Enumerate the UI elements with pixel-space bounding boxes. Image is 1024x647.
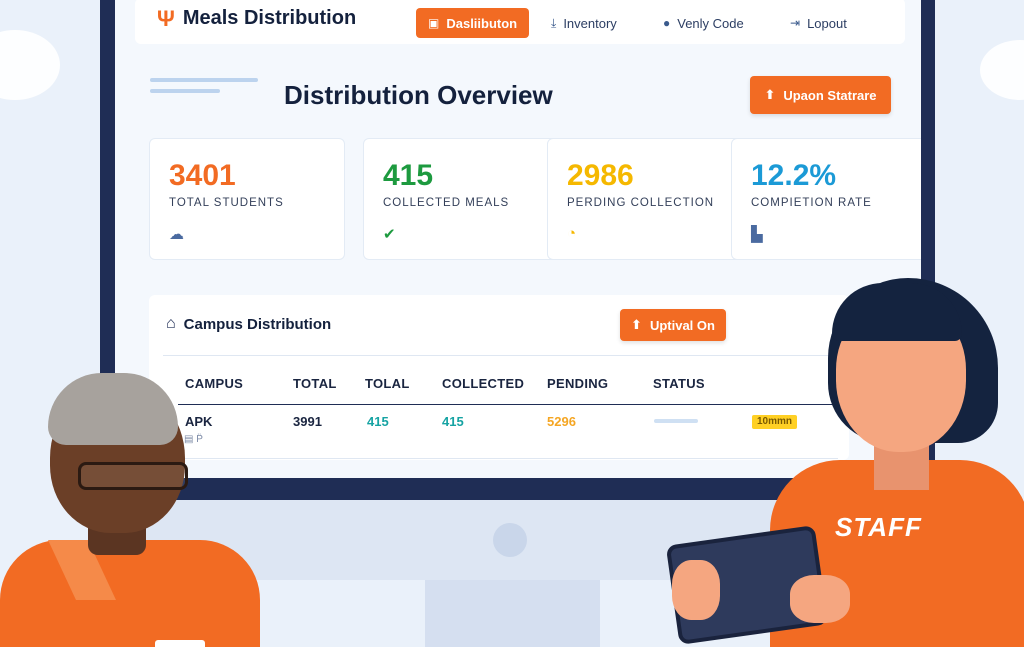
monitor-stand xyxy=(425,580,600,647)
section-divider xyxy=(163,355,853,356)
cell-campus-sub: ▤ P̈ xyxy=(184,434,203,445)
upload-button-label: Upaon Statrare xyxy=(783,87,877,103)
user-icon: ⬆ xyxy=(764,87,776,102)
stat-label: PERDING COLLECTION xyxy=(567,197,715,209)
nav-item-label: Lopout xyxy=(807,15,847,31)
dashboard-icon: ▣ xyxy=(428,16,440,30)
man-hair xyxy=(48,373,178,445)
power-button-icon xyxy=(493,523,527,557)
cell-pending: 5296 xyxy=(547,414,576,429)
pending-icon: ◔ xyxy=(567,225,577,242)
status-progress-bar xyxy=(654,419,698,423)
nav-item-label: Inventory xyxy=(563,15,617,31)
stat-card-total-students: 3401 TOTAL STUDENTS ☁ xyxy=(149,138,345,260)
users-icon: ☁ xyxy=(169,226,184,243)
nav-item-verify-code[interactable]: ● Venly Code xyxy=(663,8,744,38)
stat-card-collected-meals: 415 COLLECTED MEALS ✔ xyxy=(363,138,559,260)
glasses-icon xyxy=(78,462,188,490)
col-header-tolal[interactable]: TOLAL xyxy=(365,376,410,391)
stat-value: 3401 xyxy=(169,159,236,192)
cell-collected: 415 xyxy=(442,414,464,429)
col-header-status[interactable]: STATUS xyxy=(653,376,705,391)
col-header-collected[interactable]: COLLECTED xyxy=(442,376,525,391)
nav-item-distribution[interactable]: ▣ Dasliibuton xyxy=(416,8,530,38)
section-title-label: Campus Distribution xyxy=(183,315,332,333)
row-divider xyxy=(178,458,838,459)
fork-knife-icon: Ψ xyxy=(157,5,175,31)
brand: Ψ Meals Distribution xyxy=(157,7,356,30)
upload-icon: ⬆ xyxy=(631,317,642,332)
cell-campus: APK xyxy=(185,414,213,429)
stat-label: COLLECTED MEALS xyxy=(383,197,510,209)
stat-value: 12.2% xyxy=(751,159,837,192)
campus-distribution-panel: ⌂ Campus Distribution xyxy=(149,295,849,460)
stat-label: TOTAL STUDENTS xyxy=(169,197,284,209)
nav-item-inventory[interactable]: ⤓ Inventory xyxy=(551,8,617,38)
page-title: Distribution Overview xyxy=(284,80,553,110)
woman-hand xyxy=(790,575,850,623)
status-badge: 10mmn xyxy=(752,415,798,429)
col-header-total[interactable]: TOTAL xyxy=(293,376,337,391)
nav-item-label: Venly Code xyxy=(677,15,744,31)
cell-tolal: 415 xyxy=(367,414,389,429)
brand-title: Meals Distribution xyxy=(182,7,357,29)
check-circle-icon: ✔ xyxy=(383,226,396,243)
woman-bangs xyxy=(832,283,962,341)
app-screen: Ψ Meals Distribution ▣ Dasliibuton ⤓ Inv… xyxy=(115,0,921,478)
stat-label: COMPIETION RATE xyxy=(751,197,872,209)
man-shirt xyxy=(0,540,260,647)
stat-card-completion-rate: 12.2% COMPIETION RATE ▙ xyxy=(731,138,921,260)
cloud-decoration xyxy=(0,30,60,100)
woman-hand xyxy=(672,560,720,620)
header-decoration xyxy=(150,78,258,100)
section-title: ⌂ Campus Distribution xyxy=(166,315,331,333)
stat-value: 415 xyxy=(383,159,434,192)
col-header-campus[interactable]: CAMPUS xyxy=(185,376,244,391)
cloud-decoration xyxy=(980,40,1024,100)
upload-campus-label: Uptival On xyxy=(649,317,715,333)
upload-campus-button[interactable]: ⬆ Uptival On xyxy=(620,309,726,341)
chart-icon: ▙ xyxy=(751,226,763,243)
stat-card-pending-collection: 2986 PERDING COLLECTION ◔ xyxy=(547,138,743,260)
nav-item-label: Dasliibuton xyxy=(446,15,518,31)
staff-shirt-text: STAFF xyxy=(835,512,922,542)
download-icon: ⤓ xyxy=(551,15,557,30)
logout-icon: ⇥ xyxy=(790,16,801,30)
cell-total: 3991 xyxy=(293,414,322,429)
header-divider xyxy=(178,404,838,405)
nav-item-logout[interactable]: ⇥ Lopout xyxy=(790,8,847,38)
top-navbar: Ψ Meals Distribution ▣ Dasliibuton ⤓ Inv… xyxy=(135,0,905,44)
qr-code-icon: ● xyxy=(663,16,671,30)
building-icon: ⌂ xyxy=(166,315,176,332)
upload-button[interactable]: ⬆ Upaon Statrare xyxy=(750,76,891,114)
stat-value: 2986 xyxy=(567,159,634,192)
man-pocket xyxy=(155,640,205,647)
col-header-pending[interactable]: PENDING xyxy=(547,376,609,391)
